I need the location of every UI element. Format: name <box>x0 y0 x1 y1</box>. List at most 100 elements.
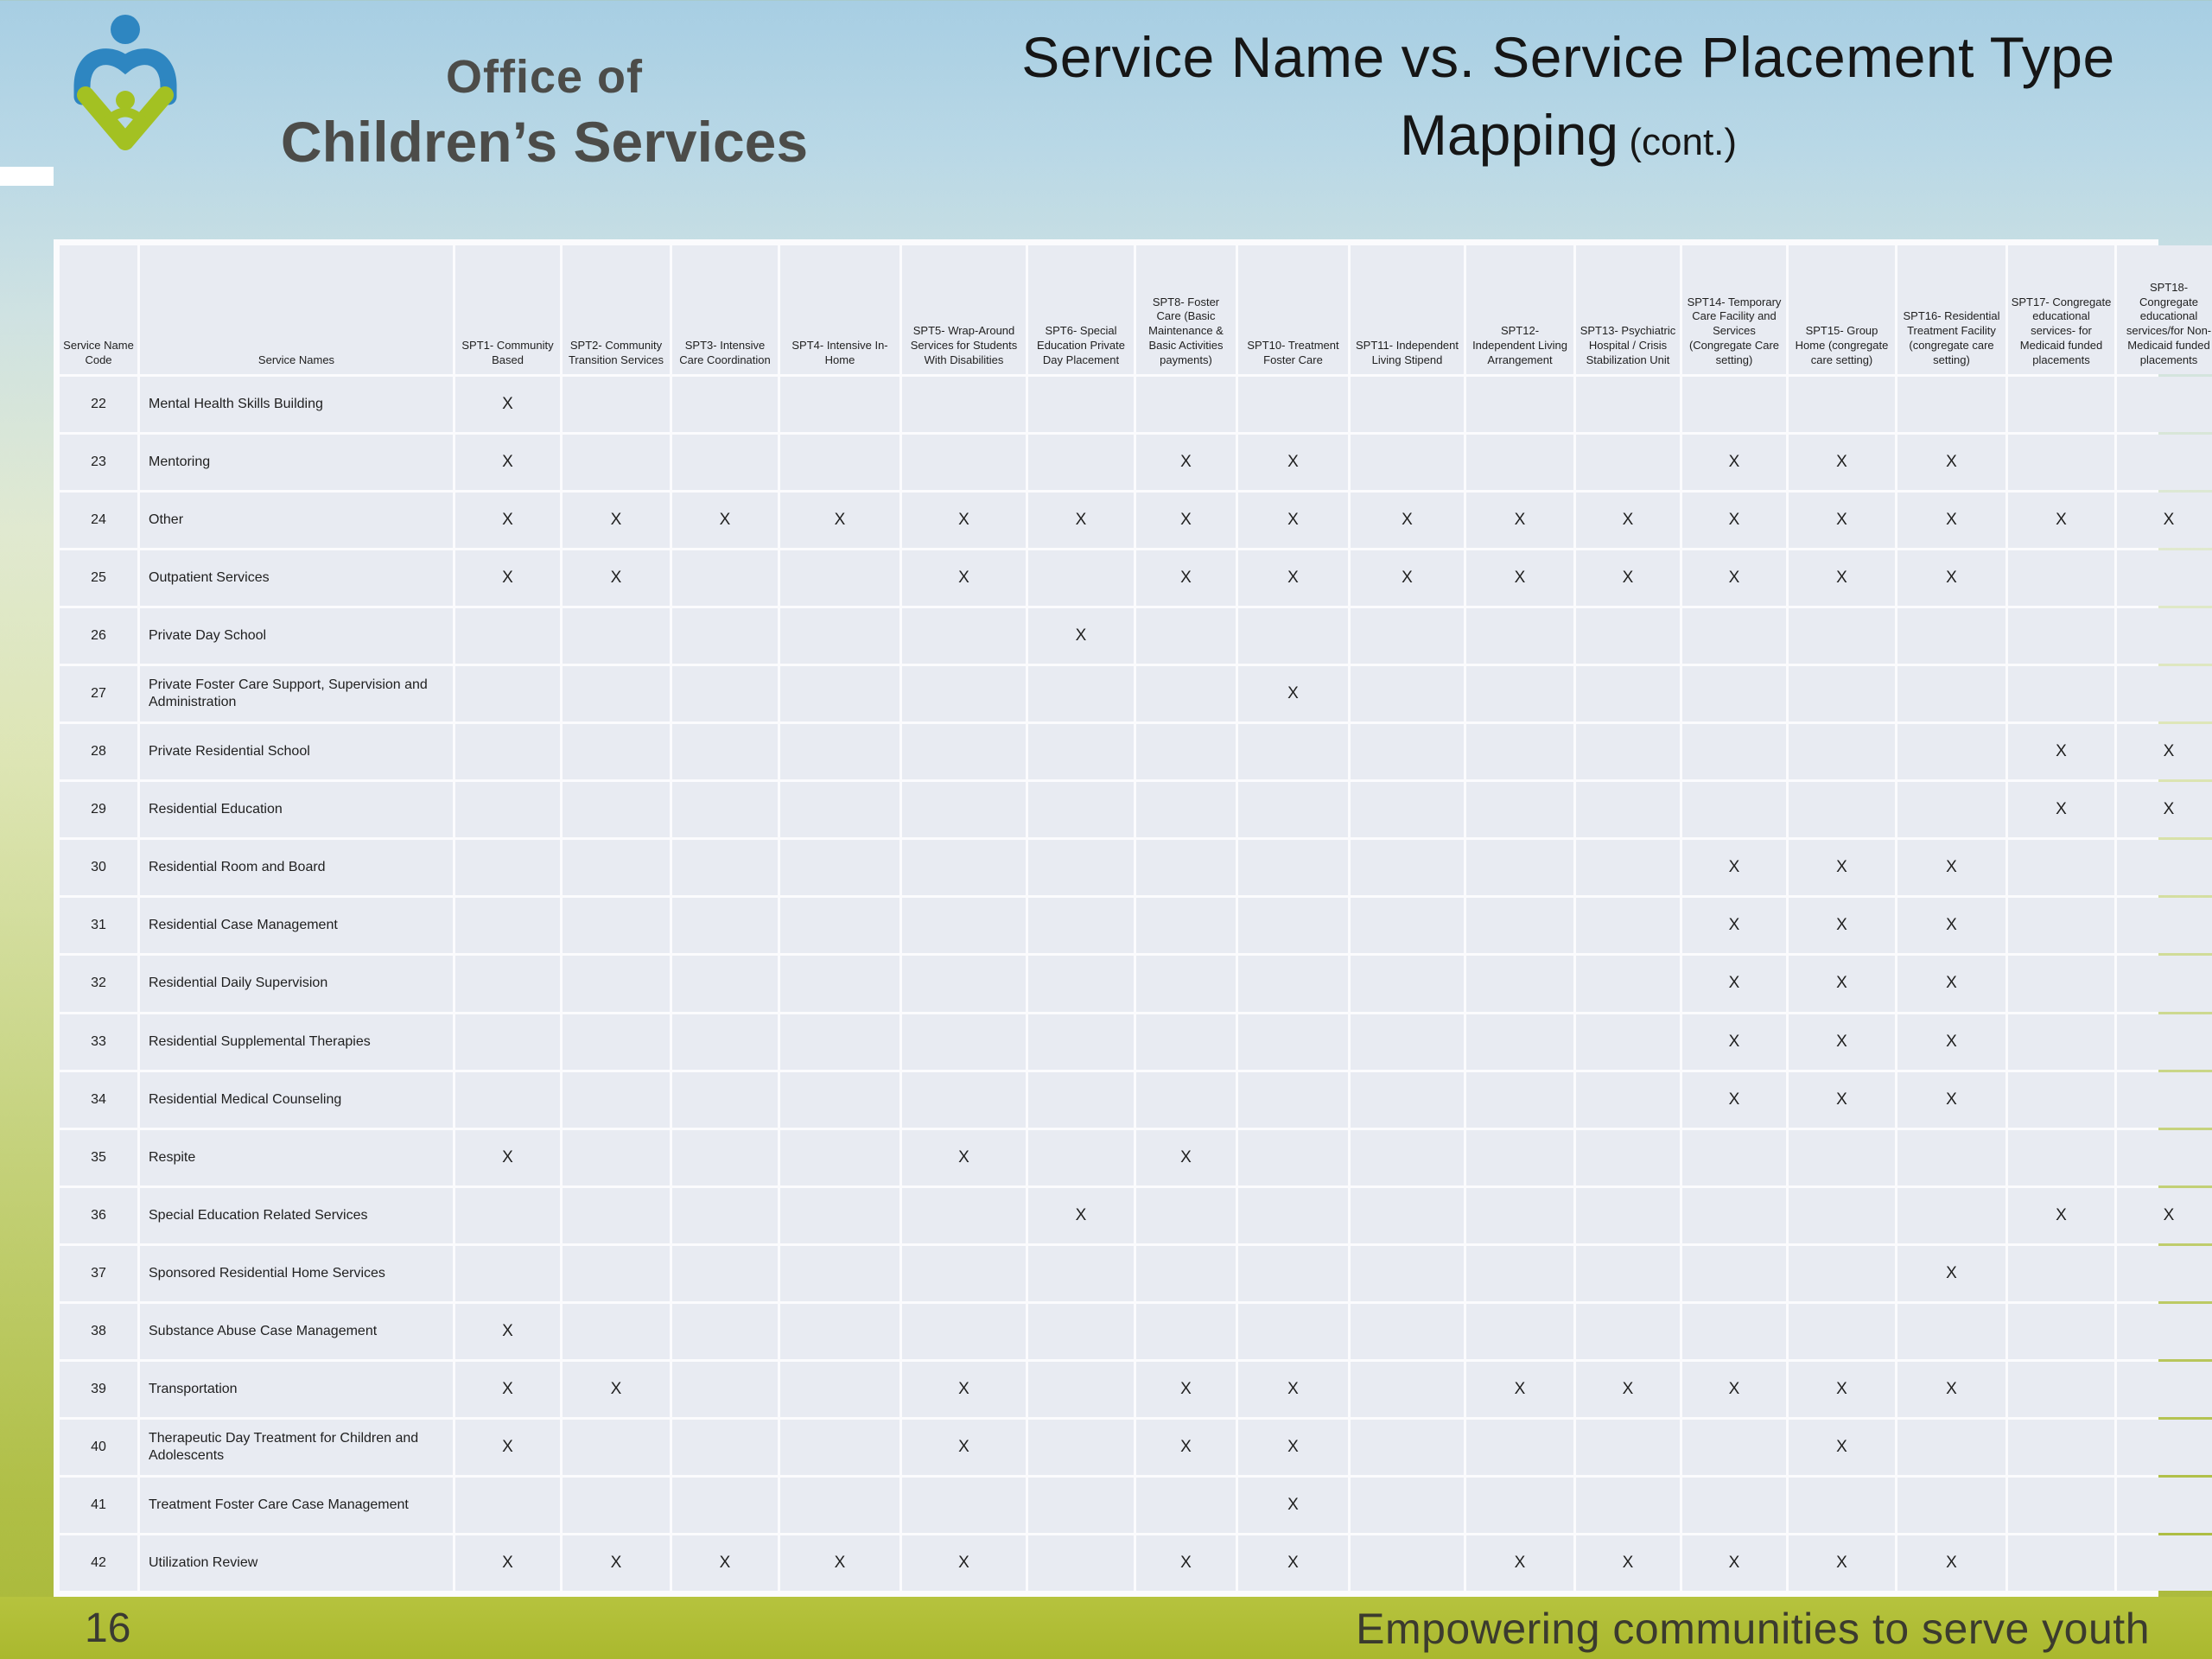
mapping-cell <box>1466 377 1573 433</box>
column-header-placement-15: SPT18- Congregate educational services/f… <box>2117 245 2212 374</box>
service-code-cell: 24 <box>60 493 137 549</box>
mapping-cell <box>1576 377 1680 433</box>
mapping-cell <box>455 724 560 780</box>
mapping-cell <box>1576 898 1680 954</box>
mapping-cell: X <box>1897 550 2005 607</box>
mapping-cell <box>1466 1245 1573 1301</box>
mapping-cell: X <box>455 1419 560 1475</box>
mapping-cell: X <box>1238 550 1348 607</box>
mapping-cell: X <box>563 550 670 607</box>
mapping-cell: X <box>1351 493 1464 549</box>
mapping-cell <box>1466 1071 1573 1128</box>
mapping-cell <box>2117 550 2212 607</box>
mapping-cell <box>563 1187 670 1243</box>
service-code-cell: 42 <box>60 1535 137 1591</box>
mapping-cell: X <box>563 1535 670 1591</box>
service-name-cell: Sponsored Residential Home Services <box>140 1245 453 1301</box>
mapping-cell: X <box>1789 1419 1895 1475</box>
mapping-cell: X <box>1136 550 1236 607</box>
mapping-cell <box>563 1477 670 1533</box>
mapping-cell <box>1028 724 1134 780</box>
mapping-cell: X <box>902 1361 1026 1417</box>
mapping-cell <box>672 1303 778 1359</box>
mapping-cell <box>1136 956 1236 1012</box>
slide-title: Service Name vs. Service Placement Type … <box>933 24 2203 168</box>
mapping-cell <box>1351 1361 1464 1417</box>
mapping-cell: X <box>1897 1361 2005 1417</box>
mapping-cell: X <box>1351 550 1464 607</box>
mapping-cell: X <box>1897 435 2005 491</box>
mapping-cell: X <box>1789 898 1895 954</box>
mapping-cell <box>780 1245 899 1301</box>
mapping-cell: X <box>1682 493 1786 549</box>
service-code-cell: 31 <box>60 898 137 954</box>
mapping-cell: X <box>1789 956 1895 1012</box>
mapping-cell <box>2008 1477 2114 1533</box>
column-header-placement-5: SPT6- Special Education Private Day Plac… <box>1028 245 1134 374</box>
mapping-cell: X <box>780 493 899 549</box>
mapping-cell <box>1238 1245 1348 1301</box>
mapping-cell <box>1682 666 1786 722</box>
mapping-cell <box>1682 608 1786 664</box>
slide-title-line2: Mapping (cont.) <box>1399 103 1738 167</box>
mapping-cell: X <box>902 493 1026 549</box>
mapping-cell <box>780 1071 899 1128</box>
mapping-cell: X <box>902 1419 1026 1475</box>
mapping-cell: X <box>672 493 778 549</box>
mapping-cell <box>2117 1071 2212 1128</box>
mapping-cell <box>1576 840 1680 896</box>
mapping-cell <box>1028 1129 1134 1185</box>
mapping-cell <box>2117 1129 2212 1185</box>
mapping-cell <box>1136 1303 1236 1359</box>
mapping-cell <box>1789 1245 1895 1301</box>
mapping-cell <box>563 782 670 838</box>
service-name-cell: Substance Abuse Case Management <box>140 1303 453 1359</box>
mapping-cell: X <box>1466 1361 1573 1417</box>
mapping-cell: X <box>1897 898 2005 954</box>
mapping-cell <box>780 898 899 954</box>
mapping-cell: X <box>1682 435 1786 491</box>
mapping-cell <box>1789 1303 1895 1359</box>
mapping-cell <box>2117 1245 2212 1301</box>
service-code-cell: 35 <box>60 1129 137 1185</box>
mapping-cell <box>1028 840 1134 896</box>
mapping-cell: X <box>1238 666 1348 722</box>
slide-title-line1: Service Name vs. Service Placement Type <box>1021 25 2115 89</box>
column-header-placement-14: SPT17- Congregate educational services- … <box>2008 245 2114 374</box>
mapping-cell <box>2008 1071 2114 1128</box>
mapping-cell: X <box>1136 1419 1236 1475</box>
mapping-cell <box>902 898 1026 954</box>
service-name-cell: Residential Case Management <box>140 898 453 954</box>
mapping-cell <box>1576 1477 1680 1533</box>
mapping-cell <box>1028 377 1134 433</box>
mapping-cell <box>902 1303 1026 1359</box>
service-name-cell: Treatment Foster Care Case Management <box>140 1477 453 1533</box>
footer-tagline: Empowering communities to serve youth <box>1356 1605 2150 1653</box>
mapping-cell <box>1789 782 1895 838</box>
mapping-cell <box>2117 1477 2212 1533</box>
mapping-cell <box>1351 1303 1464 1359</box>
mapping-cell <box>1576 608 1680 664</box>
table-row: 32 Residential Daily Supervision X X X <box>60 956 2212 1012</box>
mapping-cell <box>2008 1419 2114 1475</box>
service-name-cell: Residential Room and Board <box>140 840 453 896</box>
mapping-cell <box>1351 1535 1464 1591</box>
mapping-cell <box>672 1361 778 1417</box>
service-code-cell: 39 <box>60 1361 137 1417</box>
mapping-cell <box>1576 1014 1680 1070</box>
mapping-cell <box>455 840 560 896</box>
mapping-cell: X <box>1682 898 1786 954</box>
column-header-service-names: Service Names <box>140 245 453 374</box>
footer-band <box>0 1597 2212 1659</box>
mapping-cell: X <box>1576 1361 1680 1417</box>
table-row: 38 Substance Abuse Case Management X <box>60 1303 2212 1359</box>
mapping-cell <box>455 956 560 1012</box>
table-row: 35 Respite X X X <box>60 1129 2212 1185</box>
mapping-cell <box>563 1303 670 1359</box>
mapping-cell <box>1576 666 1680 722</box>
mapping-cell: X <box>2008 782 2114 838</box>
mapping-cell <box>2117 435 2212 491</box>
mapping-cell <box>1682 1245 1786 1301</box>
mapping-cell <box>2117 377 2212 433</box>
mapping-cell <box>780 1361 899 1417</box>
